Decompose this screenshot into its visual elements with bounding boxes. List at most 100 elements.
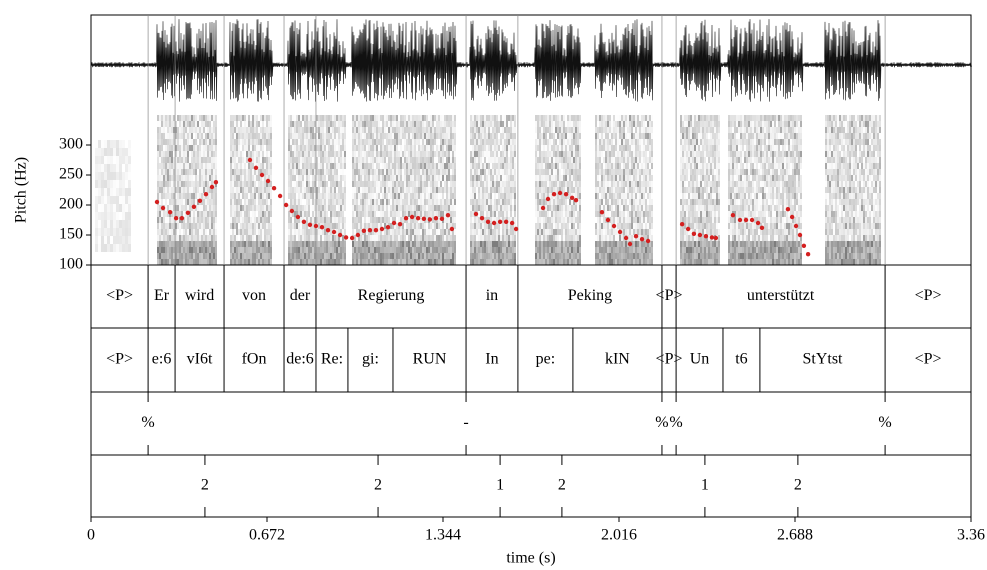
spectrogram-cell <box>242 241 244 247</box>
spectrogram-cell <box>205 151 207 157</box>
spectrogram-cell <box>242 253 244 259</box>
spectrogram-cell <box>213 133 215 139</box>
spectrogram-cell <box>512 115 514 121</box>
spectrogram-cell <box>372 223 374 229</box>
spectrogram-cell <box>292 235 294 241</box>
spectrogram-cell <box>336 145 338 151</box>
spectrogram-cell <box>496 241 498 247</box>
spectrogram-cell <box>476 151 478 157</box>
spectrogram-cell <box>512 199 514 205</box>
spectrogram-cell <box>394 241 396 247</box>
spectrogram-cell <box>633 121 635 127</box>
spectrogram-cell <box>338 169 340 175</box>
spectrogram-cell <box>410 181 412 187</box>
spectrogram-cell <box>205 211 207 217</box>
spectrogram-cell <box>318 121 320 127</box>
spectrogram-cell <box>352 169 354 175</box>
spectrogram-cell <box>577 235 579 241</box>
spectrogram-cell <box>573 151 575 157</box>
spectrogram-cell <box>177 211 179 217</box>
spectrogram-cell <box>304 151 306 157</box>
spectrogram-cell <box>340 139 342 145</box>
spectrogram-cell <box>185 133 187 139</box>
spectrogram-cell <box>571 151 573 157</box>
spectrogram-cell <box>159 235 161 241</box>
spectrogram-cell <box>234 193 236 199</box>
spectrogram-cell <box>191 193 193 199</box>
spectrogram-cell <box>344 169 346 175</box>
spectrogram-cell <box>541 121 543 127</box>
spectrogram-cell <box>376 175 378 181</box>
spectrogram-cell <box>209 247 211 253</box>
spectrogram-cell <box>573 115 575 121</box>
spectrogram-cell <box>360 259 362 265</box>
spectrogram-cell <box>191 127 193 133</box>
spectrogram-cell <box>328 181 330 187</box>
spectrogram-cell <box>410 169 412 175</box>
spectrogram-cell <box>436 229 438 235</box>
spectrogram-cell <box>504 127 506 133</box>
spectrogram-cell <box>537 169 539 175</box>
spectrogram-cell <box>364 169 366 175</box>
spectrogram-cell <box>637 223 639 229</box>
spectrogram-cell <box>296 259 298 265</box>
spectrogram-cell <box>500 187 502 193</box>
spectrogram-cell <box>599 169 601 175</box>
spectrogram-cell <box>506 199 508 205</box>
spectrogram-cell <box>444 157 446 163</box>
spectrogram-cell <box>173 211 175 217</box>
spectrogram-cell <box>266 187 268 193</box>
spectrogram-cell <box>358 253 360 259</box>
spectrogram-cell <box>209 259 211 265</box>
spectrogram-cell <box>631 259 633 265</box>
spectrogram-cell <box>484 217 486 223</box>
spectrogram-cell <box>197 253 199 259</box>
spectrogram-cell <box>452 199 454 205</box>
spectrogram-cell <box>478 139 480 145</box>
spectrogram-cell <box>402 211 404 217</box>
spectrogram-cell <box>504 211 506 217</box>
spectrogram-cell <box>342 217 344 223</box>
spectrogram-cell <box>187 145 189 151</box>
spectrogram-cell <box>332 199 334 205</box>
spectrogram-cell <box>500 199 502 205</box>
spectrogram-cell <box>382 217 384 223</box>
spectrogram-cell <box>494 175 496 181</box>
spectrogram-cell <box>454 229 456 235</box>
spectrogram-cell <box>404 205 406 211</box>
spectrogram-cell <box>438 253 440 259</box>
spectrogram-cell <box>364 163 366 169</box>
spectrogram-cell <box>173 157 175 163</box>
spectrogram-cell <box>448 121 450 127</box>
spectrogram-cell <box>298 139 300 145</box>
spectrogram-cell <box>408 235 410 241</box>
spectrogram-cell <box>543 241 545 247</box>
spectrogram-cell <box>326 211 328 217</box>
spectrogram-cell <box>454 115 456 121</box>
spectrogram-cell <box>446 235 448 241</box>
spectrogram-cell <box>308 229 310 235</box>
spectrogram-cell <box>450 235 452 241</box>
spectrogram-cell <box>370 151 372 157</box>
spectrogram-cell <box>288 175 290 181</box>
spectrogram-cell <box>537 229 539 235</box>
spectrogram-cell <box>310 145 312 151</box>
spectrogram-cell <box>432 181 434 187</box>
spectrogram-cell <box>366 115 368 121</box>
spectrogram-cell <box>567 205 569 211</box>
spectrogram-cell <box>551 247 553 253</box>
spectrogram-cell <box>434 193 436 199</box>
spectrogram-cell <box>189 151 191 157</box>
spectrogram-cell <box>555 133 557 139</box>
spectrogram-cell <box>400 247 402 253</box>
spectrogram-cell <box>330 115 332 121</box>
spectrogram-cell <box>338 247 340 253</box>
spectrogram-cell <box>378 115 380 121</box>
spectrogram-cell <box>384 211 386 217</box>
spectrogram-cell <box>450 217 452 223</box>
spectrogram-cell <box>390 247 392 253</box>
spectrogram-cell <box>551 217 553 223</box>
spectrogram-cell <box>609 235 611 241</box>
spectrogram-cell <box>270 163 272 169</box>
spectrogram-cell <box>302 169 304 175</box>
